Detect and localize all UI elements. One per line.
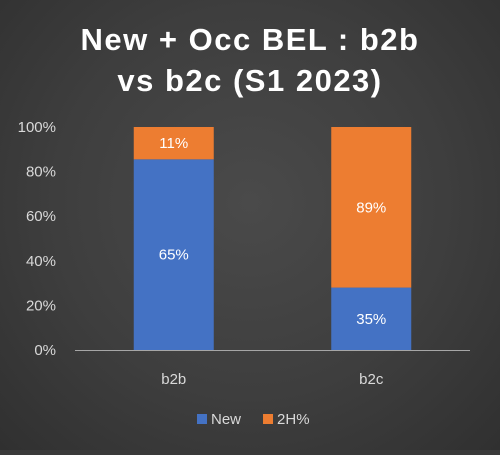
bar-b2b-new	[133, 159, 214, 350]
legend-swatch-new	[197, 414, 207, 424]
data-label-b2c-new: 35%	[356, 311, 386, 328]
data-label-b2b-2h: 11%	[159, 135, 188, 152]
chart-title-line-1: New + Occ BEL : b2b	[81, 22, 420, 57]
legend-label-new: New	[211, 411, 241, 428]
data-label-b2b-new: 65%	[159, 247, 189, 264]
bar-b2b-2h	[133, 127, 214, 160]
y-tick-label-60pct: 60%	[26, 208, 56, 225]
y-tick-label-80pct: 80%	[26, 164, 56, 181]
data-label-b2c-2h: 89%	[356, 199, 386, 216]
y-tick-label-20pct: 20%	[26, 297, 56, 314]
x-category-label-b2b: b2b	[161, 371, 186, 388]
x-category-label-b2c: b2c	[359, 371, 384, 388]
y-tick-label-100pct: 100%	[18, 119, 56, 136]
y-tick-label-40pct: 40%	[26, 253, 56, 270]
bar-b2c-new	[331, 287, 412, 350]
chart-title-line-2: vs b2c (S1 2023)	[117, 63, 382, 98]
chart-legend: New 2H%	[197, 411, 310, 428]
legend-label-2h: 2H%	[277, 411, 310, 428]
plot-area: 0% 20% 40% 60% 80% 100% 65% 11% b2b 35% 89% b2c	[18, 119, 470, 388]
legend-swatch-2h	[263, 414, 274, 424]
bar-b2c-2h	[331, 127, 412, 288]
y-tick-label-0pct: 0%	[34, 342, 56, 359]
